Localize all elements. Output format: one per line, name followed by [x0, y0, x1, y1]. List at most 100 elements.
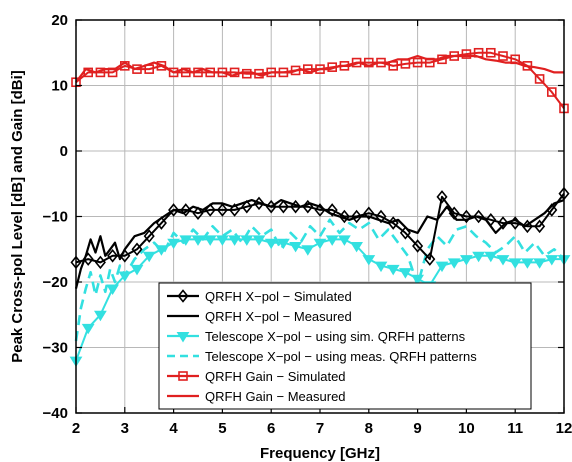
data-point: [375, 209, 387, 224]
series-layer: [69, 47, 571, 368]
data-point: [351, 209, 363, 224]
y-axis-label: Peak Cross-pol Level [dB] and Gain [dBi]: [9, 70, 26, 363]
legend-label: QRFH X−pol − Measured: [205, 309, 352, 324]
y-tick-label: 10: [51, 78, 68, 95]
data-point: [131, 242, 143, 257]
legend-entry: QRFH Gain − Simulated: [167, 369, 346, 384]
y-tick-label: −40: [43, 405, 68, 422]
data-point: [472, 251, 485, 263]
data-point: [94, 310, 107, 322]
x-tick-label: 12: [556, 420, 572, 437]
data-point: [496, 255, 510, 266]
legend-label: QRFH Gain − Simulated: [205, 369, 346, 384]
y-tick-label: −30: [43, 340, 68, 357]
data-point: [461, 49, 472, 59]
data-point: [546, 87, 557, 97]
x-tick-label: 9: [413, 420, 421, 437]
data-point: [107, 249, 119, 263]
x-tick-label: 7: [316, 420, 324, 437]
x-tick-label: 10: [458, 420, 475, 437]
data-point: [180, 203, 192, 217]
data-point: [498, 51, 508, 61]
legend-entry: QRFH Gain − Measured: [167, 389, 346, 404]
data-point: [241, 199, 253, 214]
data-point: [252, 235, 266, 246]
legend-marker: [178, 371, 188, 381]
legend-marker: [176, 332, 190, 343]
data-point: [412, 57, 423, 68]
data-point: [350, 241, 363, 253]
series-line: [74, 199, 565, 289]
data-point: [167, 238, 180, 250]
data-point: [436, 190, 448, 204]
data-point: [326, 203, 338, 217]
data-point: [424, 252, 436, 266]
data-point: [191, 235, 205, 246]
data-point: [313, 238, 327, 250]
series-1: [74, 199, 565, 289]
data-point: [289, 241, 302, 253]
data-point: [192, 206, 204, 220]
x-tick-label: 8: [365, 420, 373, 437]
x-tick-label: 5: [218, 420, 226, 437]
x-tick-label: 3: [121, 420, 129, 437]
data-point: [338, 235, 351, 246]
legend-entry: Telescope X−pol − using sim. QRFH patter…: [167, 329, 466, 344]
data-point: [242, 68, 252, 79]
legend-label: Telescope X−pol − using meas. QRFH patte…: [205, 349, 477, 364]
data-point: [168, 203, 180, 217]
legend-label: Telescope X−pol − using sim. QRFH patter…: [205, 329, 466, 344]
x-tick-label: 11: [507, 420, 523, 437]
data-point: [484, 251, 498, 263]
y-tick-label: 0: [60, 143, 68, 160]
data-point: [229, 203, 241, 217]
series-3: [74, 218, 565, 342]
data-point: [143, 229, 155, 243]
data-point: [521, 258, 534, 269]
data-point: [81, 323, 95, 335]
legend-entry: Telescope X−pol − using meas. QRFH patte…: [167, 349, 477, 364]
data-point: [497, 216, 509, 230]
data-point: [473, 209, 485, 224]
data-point: [435, 261, 449, 273]
data-point: [216, 203, 228, 217]
x-axis-label: Frequency [GHz]: [260, 445, 380, 462]
data-point: [325, 235, 339, 246]
data-point: [521, 219, 533, 234]
legend-box: [158, 282, 532, 410]
x-tick-label: 2: [72, 420, 80, 437]
legend: QRFH X−pol − Simulated QRFH X−pol − Measu…: [158, 282, 532, 410]
data-point: [338, 209, 350, 224]
legend-entry: QRFH X−pol − Simulated: [167, 289, 352, 304]
data-point: [301, 245, 315, 256]
data-point: [203, 235, 217, 246]
data-point: [130, 264, 144, 276]
y-tick-label: −10: [43, 209, 68, 226]
data-point: [142, 251, 156, 263]
series-line: [75, 54, 564, 83]
data-point: [485, 47, 496, 58]
data-point: [447, 258, 461, 269]
data-point: [363, 206, 375, 220]
x-tick-label: 6: [267, 420, 275, 437]
legend-label: QRFH X−pol − Simulated: [205, 289, 352, 304]
data-point: [533, 258, 546, 269]
legend-label: QRFH Gain − Measured: [205, 389, 346, 404]
data-point: [508, 258, 522, 269]
y-tick-label: 20: [51, 12, 68, 29]
data-point: [412, 239, 424, 253]
data-point: [534, 219, 546, 234]
data-point: [216, 235, 229, 246]
legend-entry: QRFH X−pol − Measured: [167, 309, 352, 324]
data-point: [399, 268, 412, 279]
data-point: [460, 209, 472, 224]
data-point: [374, 261, 388, 273]
series-line: [74, 218, 565, 342]
data-point: [277, 199, 289, 214]
data-point: [399, 226, 411, 240]
x-tick-labels: 2 3 4 5 6 7 8 9 10 11 12: [72, 420, 572, 437]
data-point: [362, 255, 376, 266]
data-point: [545, 255, 559, 266]
legend-marker: [177, 289, 189, 303]
